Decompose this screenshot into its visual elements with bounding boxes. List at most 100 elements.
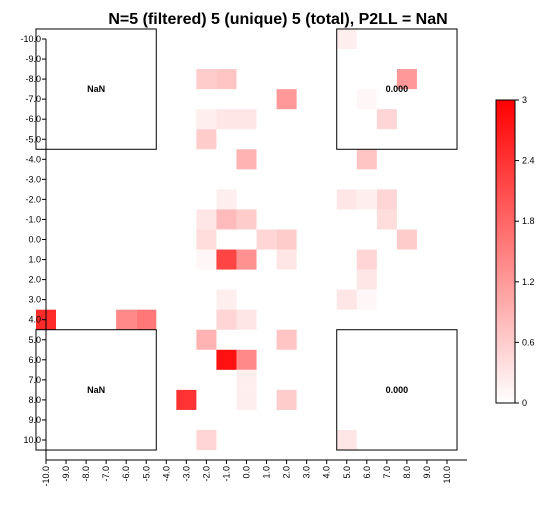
x-tick-label: -1.0 [221, 466, 231, 482]
x-tick-label: 8.0 [402, 466, 412, 479]
heatmap-cell [276, 329, 297, 350]
heatmap-cell [196, 209, 217, 230]
heatmap-cell [216, 249, 237, 270]
heatmap-cell [276, 389, 297, 410]
x-tick-label: 3.0 [302, 466, 312, 479]
y-tick-label: 8.0 [28, 395, 41, 405]
heatmap-cell [356, 149, 377, 170]
heatmap-cell [276, 249, 297, 270]
heatmap-cell [116, 309, 137, 330]
heatmap-cell [236, 369, 257, 390]
heatmap-cell [236, 309, 257, 330]
y-tick-label: -5.0 [25, 134, 41, 144]
x-tick-label: 1.0 [262, 466, 272, 479]
y-tick-label: -6.0 [25, 114, 41, 124]
heatmap-cell [196, 109, 217, 130]
heatmap-cell [236, 109, 257, 130]
y-tick-label: -7.0 [25, 94, 41, 104]
y-tick-label: 10.0 [23, 435, 41, 445]
heatmap-cell [336, 429, 357, 451]
heatmap-cell [256, 229, 277, 250]
quadrant-box-top-left [35, 28, 157, 150]
x-tick-label: 6.0 [362, 466, 372, 479]
x-tick-label: 5.0 [342, 466, 352, 479]
quadrant-box-bottom-left [35, 329, 157, 451]
y-tick-label: 4.0 [28, 315, 41, 325]
heatmap-cell [216, 209, 237, 230]
colorbar-tick-label: 1.8 [522, 216, 535, 226]
x-tick-label: 2.0 [282, 466, 292, 479]
colorbar-tick-label: 3 [522, 95, 527, 105]
y-tick-label: 3.0 [28, 295, 41, 305]
heatmap-cell [216, 69, 237, 90]
x-tick-label: -10.0 [41, 466, 51, 487]
quadrant-box-top-right [336, 28, 458, 150]
heatmap-cell [196, 429, 217, 451]
heatmap-cell [376, 109, 397, 130]
heatmap-cell [396, 69, 417, 90]
heatmap-cell [236, 249, 257, 270]
heatmap-cell [236, 389, 257, 410]
x-tick-label: -2.0 [201, 466, 211, 482]
heatmap-cell [336, 189, 357, 210]
heatmap-cell [196, 329, 217, 350]
x-tick-label: -5.0 [141, 466, 151, 482]
heatmap-cell [176, 389, 197, 410]
y-tick-label: 0.0 [28, 235, 41, 245]
colorbar-tick-label: 0 [522, 398, 527, 408]
y-tick-label: -10.0 [20, 34, 41, 44]
y-tick-label: -8.0 [25, 74, 41, 84]
colorbar-tick-label: 2.4 [522, 156, 535, 166]
heatmap-cell [276, 89, 297, 110]
heatmap-cell [356, 269, 377, 290]
colorbar-tick-label: 1.2 [522, 277, 535, 287]
quadrant-boxes: NaN 0.000 NaN 0.000 [35, 28, 458, 451]
y-tick-label: -9.0 [25, 54, 41, 64]
y-axis-ticks: -10.0 -9.0 -8.0 -7.0 -6.0 -5.0 -4.0 -3.0 -2.0 -1.… [20, 34, 46, 445]
heatmap-cell [336, 289, 357, 310]
heatmap-cell [216, 289, 237, 310]
y-tick-label: 7.0 [28, 375, 41, 385]
heatmap-cell [396, 229, 417, 250]
x-tick-label: -3.0 [181, 466, 191, 482]
heatmap-cell [376, 189, 397, 210]
heatmap-cell [216, 309, 237, 330]
x-tick-label: 0.0 [242, 466, 252, 479]
heatmap-cell [356, 89, 377, 110]
colorbar-tick-label: 0.6 [522, 337, 535, 347]
colorbar [495, 99, 516, 404]
x-tick-label: -7.0 [101, 466, 111, 482]
colorbar-ticks: 0 0.6 1.2 1.8 2.4 3 [515, 95, 535, 408]
chart-title: N=5 (filtered) 5 (unique) 5 (total), P2L… [108, 11, 447, 28]
quadrant-label-bottom-left: NaN [87, 385, 105, 395]
x-tick-label: -6.0 [121, 466, 131, 482]
x-tick-label: -4.0 [161, 466, 171, 482]
heatmap-cell [196, 229, 217, 250]
quadrant-label-top-left: NaN [87, 84, 105, 94]
quadrant-box-bottom-right [336, 329, 458, 451]
y-tick-label: -1.0 [25, 214, 41, 224]
heatmap-cell [356, 289, 377, 310]
y-tick-label: 2.0 [28, 275, 41, 285]
heatmap-cell [336, 28, 357, 50]
y-tick-label: -2.0 [25, 194, 41, 204]
heatmap-cell [276, 229, 297, 250]
x-axis-ticks: -10.0 -9.0 -8.0 -7.0 -6.0 -5.0 -4.0 -3.0 -2.0 -1.… [41, 460, 452, 487]
y-tick-label: 1.0 [28, 255, 41, 265]
heatmap-cell [216, 349, 237, 370]
heatmap-cell [236, 209, 257, 230]
heatmap-cell [236, 149, 257, 170]
heatmap-cell [356, 249, 377, 270]
heatmap-cell [216, 109, 237, 130]
x-tick-label: 4.0 [322, 466, 332, 479]
x-tick-label: 9.0 [422, 466, 432, 479]
x-tick-label: 10.0 [442, 466, 452, 484]
y-tick-label: -4.0 [25, 154, 41, 164]
y-tick-label: 9.0 [28, 415, 41, 425]
x-tick-label: 7.0 [382, 466, 392, 479]
heatmap-cell [136, 309, 157, 330]
heatmap-cell [196, 69, 217, 90]
heatmap-cell [236, 349, 257, 370]
x-tick-label: -9.0 [61, 466, 71, 482]
